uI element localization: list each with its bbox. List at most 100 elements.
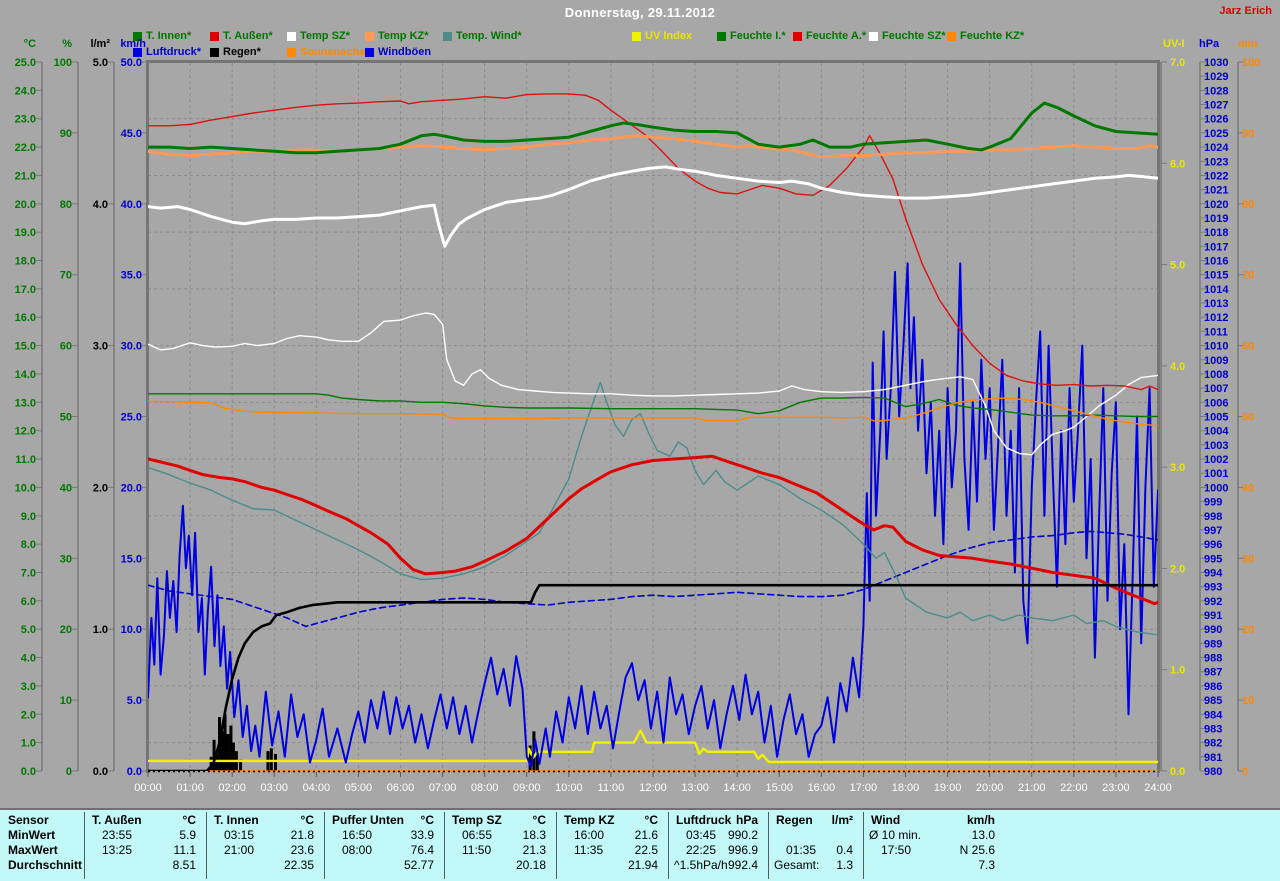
table-cell: Durchschnitt — [8, 859, 82, 872]
stats-table: SensorMinWertMaxWertDurchschnittT. Außen… — [0, 808, 1280, 881]
axis-tick-label: 5.0 — [21, 624, 36, 636]
axis-tick-label: 0.0 — [21, 766, 36, 778]
axis-tick-label: 3.0 — [1170, 462, 1185, 474]
x-axis: 00:0001:0002:0003:0004:0005:0006:0007:00… — [134, 772, 1172, 794]
hour-label: 15:00 — [765, 782, 793, 794]
axis-tick-label: 70 — [60, 270, 72, 282]
hour-label: 19:00 — [934, 782, 962, 794]
table-cell: 21.3 — [444, 844, 546, 857]
axis-tick-label: 1011 — [1204, 326, 1228, 338]
table-cell: °C — [556, 814, 658, 827]
axis-tick-label: 995 — [1204, 553, 1222, 565]
axis-tick-label: 30 — [1242, 553, 1254, 565]
hour-label: 11:00 — [598, 782, 625, 794]
hour-label: 10:00 — [555, 782, 583, 794]
axis-tick-label: 7.0 — [21, 567, 36, 579]
axis-tick-label: 1.0 — [93, 624, 108, 636]
table-cell: 996.9 — [668, 844, 758, 857]
axis-tick-label: 4.0 — [21, 653, 36, 665]
axis-tick-label: 2.0 — [93, 482, 108, 494]
axis-tick-label: 70 — [1242, 270, 1254, 282]
axis-tick-label: 25.0 — [121, 412, 142, 424]
table-cell: °C — [206, 814, 314, 827]
axis-temp: 0.01.02.03.04.05.06.07.08.09.010.011.012… — [15, 57, 42, 778]
rain-bar — [226, 734, 229, 771]
axis-hum: 0102030405060708090100 — [54, 57, 78, 778]
axis-tick-label: 2.0 — [21, 709, 36, 721]
table-cell: 22.35 — [206, 859, 314, 872]
hour-label: 06:00 — [387, 782, 415, 794]
axis-tick-label: 21.0 — [15, 170, 36, 182]
axis-tick-label: 1005 — [1204, 412, 1228, 424]
weather-app-window: Donnerstag, 29.11.2012 Jarz Erich T. Inn… — [0, 0, 1280, 881]
axis-tick-label: 985 — [1204, 695, 1222, 707]
axis-tick-label: 18.0 — [15, 256, 36, 268]
axis-tick-label: 5.0 — [1170, 260, 1185, 272]
axis-tick-label: 996 — [1204, 539, 1222, 551]
axis-tick-label: 1001 — [1204, 468, 1228, 480]
axis-tick-label: 1003 — [1204, 440, 1228, 452]
table-cell: 33.9 — [324, 829, 434, 842]
axis-tick-label: 1012 — [1204, 312, 1228, 324]
axis-tick-label: 15.0 — [121, 553, 142, 565]
axis-tick-label: 25.0 — [15, 57, 36, 69]
axis-tick-label: 0.0 — [1170, 766, 1185, 778]
hour-label: 02:00 — [218, 782, 246, 794]
axis-tick-label: 1020 — [1204, 199, 1228, 211]
axis-tick-label: 2.0 — [1170, 563, 1185, 575]
axis-tick-label: 991 — [1204, 610, 1222, 622]
table-cell: °C — [444, 814, 546, 827]
axis-tick-label: 4.0 — [93, 199, 108, 211]
hour-label: 23:00 — [1102, 782, 1130, 794]
axis-tick-label: 982 — [1204, 738, 1222, 750]
hour-label: 21:00 — [1018, 782, 1046, 794]
axis-tick-label: 50 — [1242, 412, 1254, 424]
axis-tick-label: 989 — [1204, 638, 1222, 650]
axis-tick-label: 998 — [1204, 511, 1222, 523]
hour-label: 14:00 — [723, 782, 751, 794]
table-cell: 76.4 — [324, 844, 434, 857]
axis-rain: 0.01.02.03.04.05.0 — [93, 57, 114, 778]
axis-tick-label: 20.0 — [121, 482, 142, 494]
axis-tick-label: 5.0 — [127, 695, 142, 707]
table-cell: 21.94 — [556, 859, 658, 872]
axis-tick-label: 23.0 — [15, 114, 36, 126]
axis-tick-label: 35.0 — [121, 270, 142, 282]
hour-label: 17:00 — [850, 782, 878, 794]
rain-bar — [270, 748, 273, 771]
hour-label: 04:00 — [303, 782, 331, 794]
chart-canvas: 0.01.02.03.04.05.06.07.08.09.010.011.012… — [0, 0, 1280, 808]
axis-tick-label: 1006 — [1204, 397, 1228, 409]
axis-tick-label: 40.0 — [121, 199, 142, 211]
axis-tick-label: 999 — [1204, 497, 1222, 509]
axis-tick-label: 1023 — [1204, 156, 1228, 168]
hour-label: 12:00 — [639, 782, 667, 794]
table-cell: °C — [84, 814, 196, 827]
hour-label: 00:00 — [134, 782, 162, 794]
hour-label: 22:00 — [1060, 782, 1088, 794]
table-cell: 7.3 — [863, 859, 995, 872]
axis-tick-label: 20 — [60, 624, 72, 636]
axis-tick-label: 1009 — [1204, 355, 1228, 367]
axis-tick-label: 22.0 — [15, 142, 36, 154]
rain-bar — [274, 754, 277, 771]
axis-tick-label: 1027 — [1204, 100, 1228, 112]
hour-label: 13:00 — [681, 782, 709, 794]
table-cell: 1.3 — [768, 859, 853, 872]
axis-tick-label: 16.0 — [15, 312, 36, 324]
table-cell: N 25.6 — [863, 844, 995, 857]
axis-tick-label: 997 — [1204, 525, 1222, 537]
axis-tick-label: 6.0 — [1170, 158, 1185, 170]
table-cell: 11.1 — [84, 844, 196, 857]
axis-tick-label: 1022 — [1204, 170, 1228, 182]
table-cell: 22.5 — [556, 844, 658, 857]
axis-tick-label: 1.0 — [21, 738, 36, 750]
axis-tick-label: 80 — [60, 199, 72, 211]
axis-tick-label: 60 — [1242, 341, 1254, 353]
axis-tick-label: 1030 — [1204, 57, 1228, 69]
axis-tick-label: 20.0 — [15, 199, 36, 211]
axis-tick-label: 60 — [60, 341, 72, 353]
table-cell: 23.6 — [206, 844, 314, 857]
axis-tick-label: 1025 — [1204, 128, 1228, 140]
table-cell: l/m² — [768, 814, 853, 827]
